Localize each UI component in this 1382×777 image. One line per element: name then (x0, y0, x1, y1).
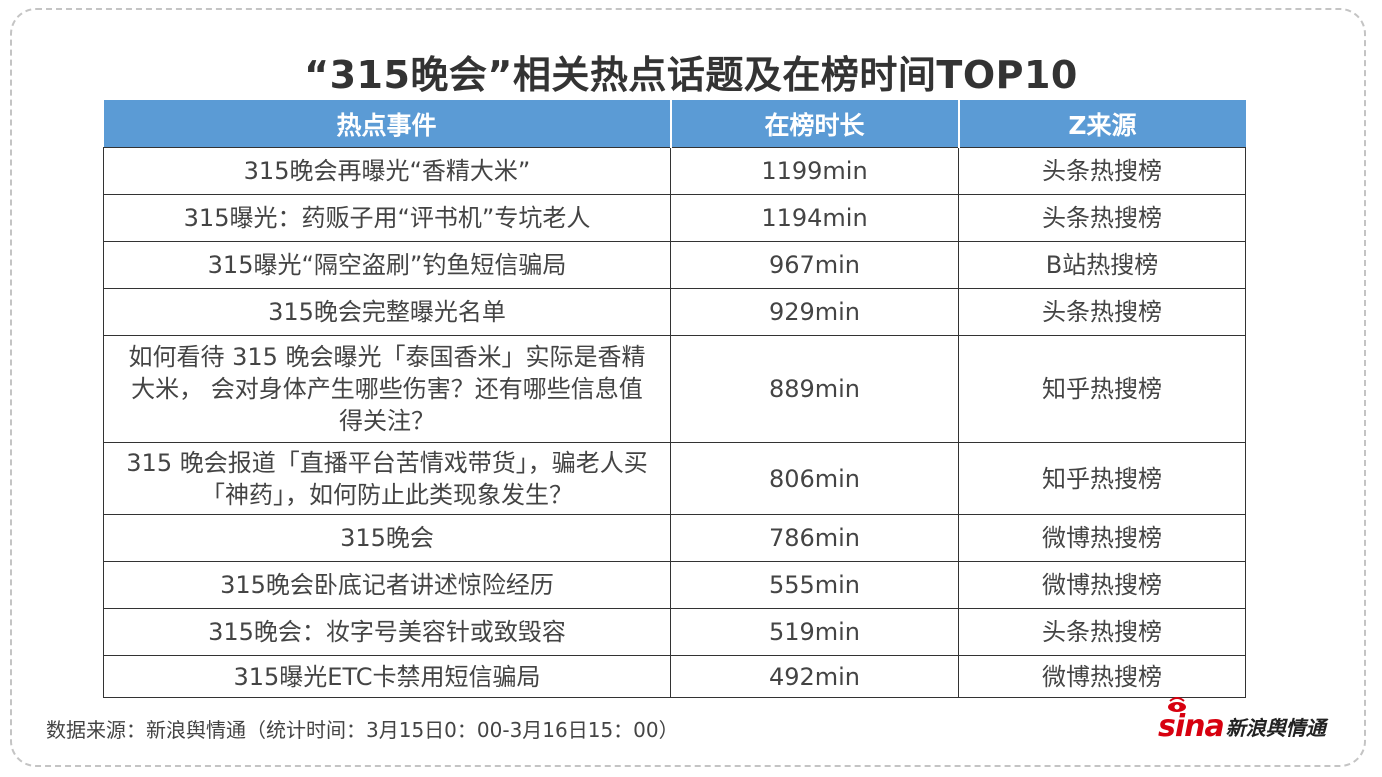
sina-eye-icon (1168, 696, 1186, 712)
event-cell: 315 晚会报道「直播平台苦情戏带货」，骗老人买「神药」，如何防止此类现象发生？ (103, 442, 671, 515)
source-cell: 知乎热搜榜 (958, 442, 1246, 515)
duration-cell: 1199min (670, 147, 959, 195)
duration-cell: 889min (670, 335, 959, 443)
sina-yuqingtong-logo: sina 新浪舆情通 (1158, 696, 1326, 746)
duration-cell: 555min (670, 561, 959, 609)
event-cell: 315晚会：妆字号美容针或致毁容 (103, 608, 671, 656)
header-source: Z来源 (958, 100, 1246, 148)
event-cell: 315晚会卧底记者讲述惊险经历 (103, 561, 671, 609)
sina-wordmark: sina (1158, 696, 1225, 744)
event-cell: 315晚会 (103, 514, 671, 562)
source-cell: 微博热搜榜 (958, 561, 1246, 609)
data-source-note: 数据来源：新浪舆情通（统计时间：3月15日0：00-3月16日15：00） (46, 718, 679, 742)
event-cell: 315曝光“隔空盗刷”钓鱼短信骗局 (103, 241, 671, 289)
source-cell: 头条热搜榜 (958, 608, 1246, 656)
header-duration: 在榜时长 (670, 100, 960, 148)
page-title: “315晚会”相关热点话题及在榜时间TOP10 (304, 53, 1078, 97)
dashed-frame (10, 8, 1366, 767)
table-row: 315 晚会报道「直播平台苦情戏带货」，骗老人买「神药」，如何防止此类现象发生？… (103, 442, 1246, 515)
table-row: 如何看待 315 晚会曝光「泰国香米」实际是香精大米， 会对身体产生哪些伤害？还… (103, 335, 1246, 443)
table-row: 315晚会再曝光“香精大米” 1199min 头条热搜榜 (103, 147, 1246, 195)
source-cell: 微博热搜榜 (958, 655, 1246, 698)
duration-cell: 519min (670, 608, 959, 656)
event-cell: 如何看待 315 晚会曝光「泰国香米」实际是香精大米， 会对身体产生哪些伤害？还… (103, 335, 671, 443)
source-cell: B站热搜榜 (958, 241, 1246, 289)
table-row: 315曝光ETC卡禁用短信骗局 492min 微博热搜榜 (103, 655, 1246, 698)
source-cell: 头条热搜榜 (958, 147, 1246, 195)
duration-cell: 786min (670, 514, 959, 562)
table-row: 315晚会卧底记者讲述惊险经历 555min 微博热搜榜 (103, 561, 1246, 609)
event-cell: 315晚会完整曝光名单 (103, 288, 671, 336)
source-cell: 头条热搜榜 (958, 288, 1246, 336)
table-row: 315晚会：妆字号美容针或致毁容 519min 头条热搜榜 (103, 608, 1246, 656)
event-cell: 315曝光：药贩子用“评书机”专坑老人 (103, 194, 671, 242)
hot-topics-table: 热点事件 在榜时长 Z来源 315晚会再曝光“香精大米” 1199min 头条热… (103, 100, 1246, 698)
duration-cell: 929min (670, 288, 959, 336)
event-cell: 315晚会再曝光“香精大米” (103, 147, 671, 195)
logo-text: 新浪舆情通 (1225, 715, 1326, 740)
duration-cell: 967min (670, 241, 959, 289)
duration-cell: 492min (670, 655, 959, 698)
source-cell: 微博热搜榜 (958, 514, 1246, 562)
header-event: 热点事件 (103, 100, 672, 148)
table-row: 315曝光：药贩子用“评书机”专坑老人 1194min 头条热搜榜 (103, 194, 1246, 242)
table-header-row: 热点事件 在榜时长 Z来源 (103, 100, 1246, 148)
source-cell: 知乎热搜榜 (958, 335, 1246, 443)
event-cell: 315曝光ETC卡禁用短信骗局 (103, 655, 671, 698)
table-row: 315曝光“隔空盗刷”钓鱼短信骗局 967min B站热搜榜 (103, 241, 1246, 289)
duration-cell: 1194min (670, 194, 959, 242)
table-row: 315晚会 786min 微博热搜榜 (103, 514, 1246, 562)
table-row: 315晚会完整曝光名单 929min 头条热搜榜 (103, 288, 1246, 336)
duration-cell: 806min (670, 442, 959, 515)
source-cell: 头条热搜榜 (958, 194, 1246, 242)
